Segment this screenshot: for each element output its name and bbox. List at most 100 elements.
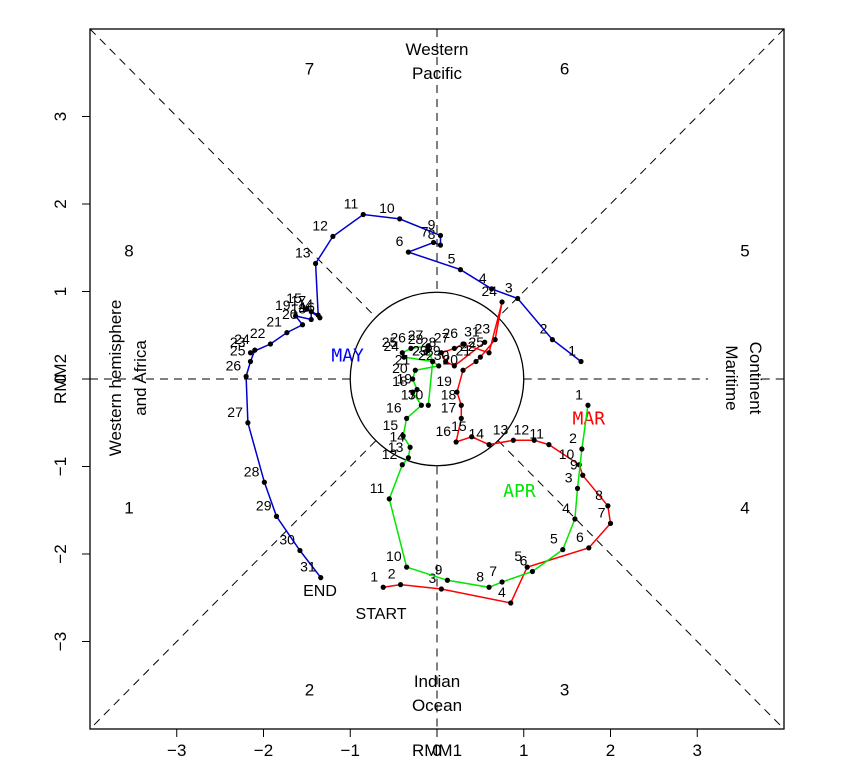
phase-number: 3 (560, 681, 569, 700)
data-point (245, 420, 251, 426)
data-point (308, 309, 314, 315)
day-label: 1 (370, 568, 378, 584)
day-label: 9 (435, 561, 443, 577)
data-point (297, 547, 303, 554)
data-point (380, 584, 386, 590)
day-label: 27 (227, 404, 243, 420)
day-label: 20 (392, 360, 408, 376)
data-point (524, 564, 530, 570)
data-point (404, 415, 410, 421)
x-tick-label: −2 (254, 741, 273, 760)
day-label: 2 (569, 430, 577, 446)
data-point (308, 316, 314, 323)
day-label: 5 (448, 251, 456, 267)
day-label: 9 (570, 456, 578, 472)
data-point (317, 315, 323, 321)
data-point (486, 584, 492, 590)
data-point (492, 337, 498, 343)
day-label: 28 (244, 463, 260, 479)
day-label: 3 (429, 570, 437, 586)
x-tick-label: −3 (167, 741, 186, 760)
data-point (312, 260, 319, 267)
data-point (430, 358, 436, 365)
day-label: 21 (455, 343, 471, 359)
end-label: END (303, 583, 337, 600)
day-label: 24 (234, 331, 250, 347)
series-line-apr (388, 344, 589, 589)
data-point (515, 295, 521, 302)
y-tick-label: 1 (51, 287, 70, 296)
data-point (438, 586, 444, 592)
region-right-box (708, 322, 754, 434)
data-point (292, 313, 299, 319)
month-label: APR (503, 481, 536, 502)
data-point (412, 367, 418, 373)
diagonal-lower-left (89, 440, 377, 730)
day-label: 13 (295, 245, 311, 261)
data-point (410, 389, 416, 395)
data-point (444, 577, 451, 583)
data-point (284, 330, 290, 336)
day-label: 14 (390, 428, 406, 444)
data-point (247, 350, 254, 356)
data-point (247, 358, 254, 365)
series-layer: 1 2 34567891011121314151617181920212223242… (226, 196, 614, 606)
data-point (437, 232, 444, 239)
day-label: 4 (498, 584, 506, 600)
y-axis-label: RMM2 (51, 354, 70, 404)
day-label: 7 (421, 224, 429, 240)
data-point (318, 575, 324, 581)
data-point (425, 402, 431, 408)
data-point (453, 439, 459, 445)
data-point (458, 402, 464, 408)
data-point (425, 343, 431, 349)
y-tick-label: 0 (51, 374, 70, 383)
data-point (574, 485, 581, 491)
day-label: 6 (576, 529, 584, 545)
y-tick-label: −2 (51, 544, 70, 563)
data-point (243, 373, 249, 379)
data-point (405, 455, 411, 461)
day-label: 7 (598, 504, 606, 520)
data-point (579, 446, 585, 452)
day-label: 12 (312, 217, 328, 233)
data-point (482, 339, 488, 345)
region-right-line1: Maritime (722, 345, 741, 410)
day-label: 18 (291, 301, 307, 317)
region-right-line2: Continent (746, 342, 765, 415)
data-point (454, 389, 460, 395)
data-point (252, 347, 258, 353)
data-point (572, 516, 578, 522)
day-label: 26 (442, 325, 458, 341)
day-label: 20 (282, 306, 298, 322)
region-bottom-line2: Ocean (412, 696, 462, 715)
data-point (585, 402, 591, 408)
day-label: 21 (266, 314, 282, 330)
day-label: 19 (396, 371, 412, 387)
day-label: 13 (493, 421, 509, 437)
day-label: 28 (408, 331, 424, 347)
day-label: 6 (520, 553, 528, 569)
day-label: 19 (436, 373, 452, 389)
day-label: 9 (428, 217, 436, 233)
x-tick-label: 3 (693, 741, 702, 760)
region-bottom-line1: Indian (414, 672, 460, 691)
data-point (510, 437, 516, 443)
data-point (469, 434, 475, 440)
day-label: 10 (379, 200, 395, 216)
data-point (418, 402, 424, 408)
data-point (578, 358, 584, 365)
unit-circle (349, 291, 525, 467)
day-label: 17 (291, 293, 307, 309)
data-point (399, 350, 405, 356)
data-point (489, 286, 495, 292)
data-point (508, 600, 514, 606)
day-label: 4 (479, 270, 487, 286)
data-point (473, 358, 479, 365)
x-tick-label: −1 (341, 741, 360, 760)
data-point (437, 242, 444, 248)
day-label: 31 (300, 559, 316, 575)
day-label: 15 (286, 290, 302, 306)
data-point (546, 442, 552, 448)
